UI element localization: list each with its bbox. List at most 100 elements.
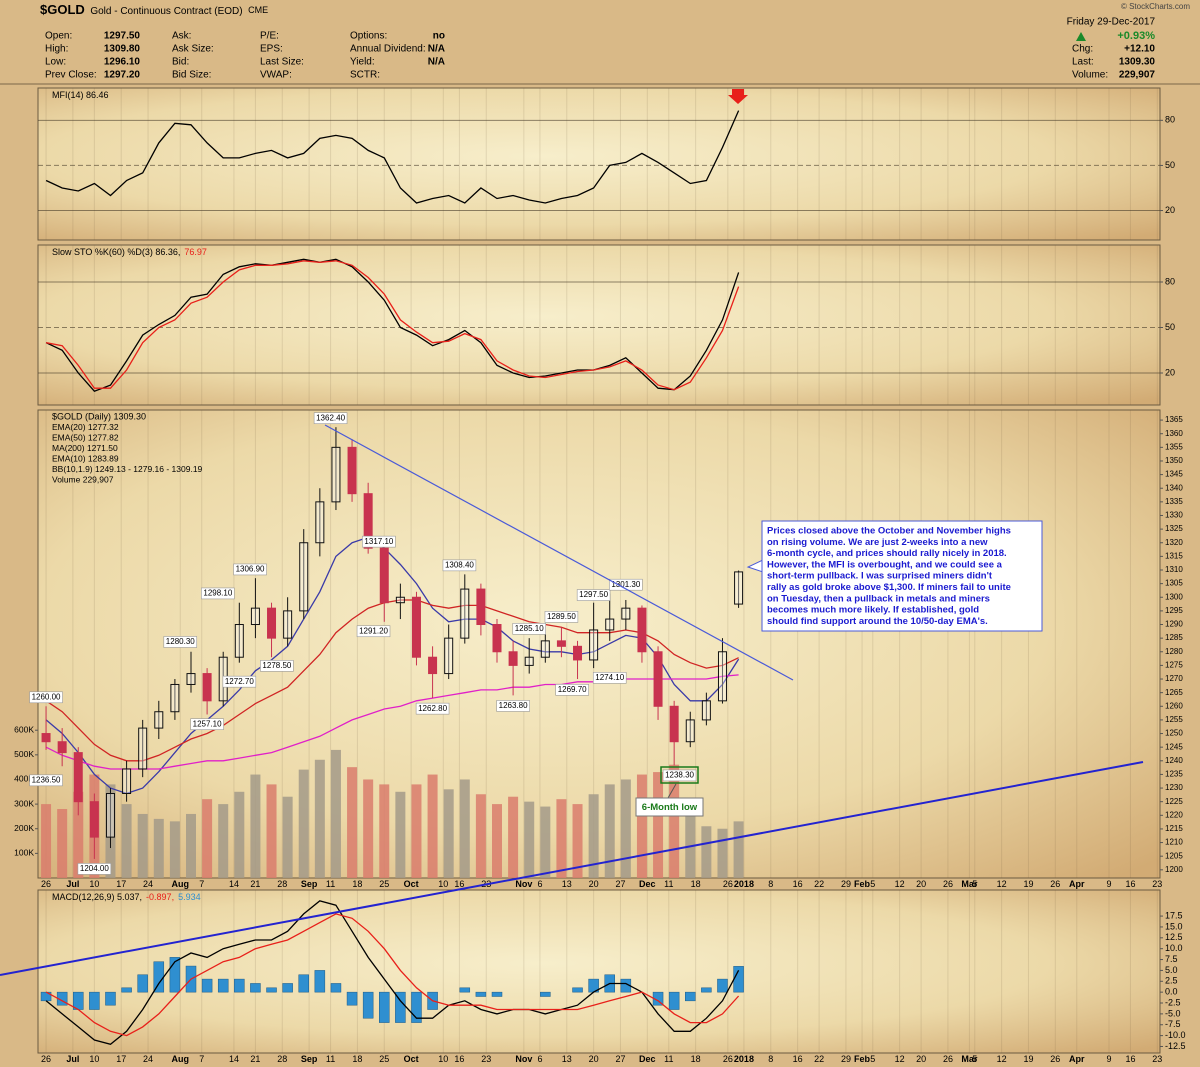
x-tick-label: 12: [997, 879, 1007, 889]
y-tick-label: 1230: [1165, 783, 1183, 792]
x-tick-label: 11: [326, 1054, 335, 1064]
volume-bar: [701, 826, 712, 878]
field-value: 1309.80: [104, 44, 141, 55]
x-tick-label: 5: [870, 1054, 875, 1064]
y-tick-label: 1245: [1165, 742, 1183, 751]
candle-body: [460, 588, 470, 639]
x-tick-label: 6: [537, 879, 542, 889]
symbol: $GOLD: [40, 2, 85, 17]
low-callout-box: [635, 797, 704, 817]
histogram-bar: [266, 987, 277, 993]
y-tick-label: 17.5: [1165, 910, 1183, 920]
field-label: Bid:: [172, 57, 189, 68]
price-label: 1291.20: [359, 626, 388, 635]
x-tick-label: Mar: [961, 879, 978, 889]
histogram-bar: [668, 991, 680, 1010]
x-tick-label: 17: [116, 1054, 126, 1064]
legend-entry: EMA(50) 1277.82: [52, 432, 119, 442]
y-tick-label: 1325: [1165, 524, 1183, 533]
price-label: 1260.00: [32, 692, 61, 701]
price-label-box: [222, 675, 257, 688]
volume-bar: [395, 791, 406, 878]
price-label-box: [362, 535, 396, 548]
x-tick-label: 26: [41, 1054, 51, 1064]
candle-body: [605, 618, 615, 631]
x-tick-label: 21: [250, 1054, 260, 1064]
up-arrow: [1076, 32, 1086, 41]
x-tick-label: 11: [664, 1054, 673, 1064]
histogram-bar: [491, 991, 503, 997]
price-label: 1269.70: [558, 685, 587, 694]
volume-bar: [347, 767, 358, 878]
x-tick-label: 6: [537, 1054, 542, 1064]
callout-line: on rising volume. We are just 2-weeks in…: [767, 537, 988, 548]
callout-box: [761, 520, 1043, 632]
histogram-bar: [733, 966, 744, 993]
histogram-bar: [395, 991, 406, 1023]
x-tick-label: 8: [768, 1054, 773, 1064]
y-tick-label: 1290: [1165, 620, 1183, 629]
y-tick-label: 1200: [1165, 865, 1183, 874]
x-tick-label: Aug: [172, 879, 190, 889]
x-tick-label: Oct: [404, 879, 419, 889]
volume-bar: [137, 813, 148, 878]
y-tick-label: 12.5: [1165, 932, 1183, 942]
candle-body: [186, 673, 196, 685]
histogram-bar: [572, 987, 583, 993]
y-tick-label: 1215: [1165, 824, 1183, 833]
price-label-box: [555, 684, 589, 696]
x-tick-label: 26: [943, 879, 953, 889]
volume-bar: [266, 784, 277, 878]
y-tick-label: -7.5: [1165, 1019, 1181, 1029]
x-tick-label: 20: [589, 879, 599, 889]
field-label: Ask:: [172, 31, 191, 42]
x-tick-label: 23: [481, 1054, 491, 1064]
x-tick-label: 5: [972, 1054, 977, 1064]
low-callout: 6-Month low: [642, 802, 698, 813]
candle-body: [734, 571, 744, 605]
y-tick-label: 1270: [1165, 674, 1183, 683]
x-tick-label: 14: [229, 879, 239, 889]
x-tick-label: 25: [379, 879, 389, 889]
volume-bar: [669, 764, 680, 878]
price-label-box: [233, 563, 267, 576]
price-label: 1297.50: [579, 590, 608, 599]
field-value: N/A: [428, 57, 445, 68]
field-label: Annual Dividend:: [350, 44, 426, 55]
field-value: N/A: [428, 44, 445, 55]
change-pct: +0.93%: [1117, 30, 1155, 42]
histogram-bar: [685, 991, 696, 1002]
price-label: 1263.80: [499, 701, 528, 710]
panel: 20 50 80 Slow STO %K(60) %D(3) 86.36, 76.97: [37, 244, 1175, 406]
legend-entry: -0.897,: [146, 892, 174, 902]
x-tick-label: Sep: [301, 879, 318, 889]
low-pointer: [667, 783, 677, 799]
legend-entry: 76.97: [184, 247, 207, 257]
price-label: 1306.90: [236, 565, 265, 574]
y-tick-label: 1335: [1165, 497, 1183, 506]
candle-body: [573, 645, 583, 661]
y-tick-label: 1225: [1165, 797, 1183, 806]
y-tick-label: 50: [1165, 160, 1175, 170]
price-label-box: [592, 672, 627, 684]
panel: 20 50 80 MFI(14) 86.46: [37, 87, 1175, 241]
x-tick-label: 24: [143, 1054, 153, 1064]
overbought-arrow: [728, 89, 748, 104]
x-tick-label: 9: [1106, 879, 1111, 889]
y-tick-label: 7.5: [1165, 954, 1178, 964]
candle-body: [508, 651, 518, 666]
panel: 1200120512101215122012251230123512401245…: [14, 409, 1183, 889]
instrument-name: Gold - Continuous Contract (EOD): [90, 6, 242, 17]
field-value: no: [433, 31, 445, 42]
candle-body: [122, 768, 132, 795]
field-label: EPS:: [260, 44, 283, 55]
x-tick-label: 26: [723, 879, 733, 889]
histogram-bar: [411, 991, 422, 1023]
y-tick-label: 1265: [1165, 688, 1183, 697]
callout-line: rally as gold broke above $1,300. If min…: [767, 582, 1011, 593]
price-label: 1362.40: [316, 413, 345, 422]
histogram-bar: [346, 991, 358, 1006]
callout-line: Prices closed above the October and Nove…: [767, 526, 1011, 537]
price-label-box: [77, 863, 112, 875]
